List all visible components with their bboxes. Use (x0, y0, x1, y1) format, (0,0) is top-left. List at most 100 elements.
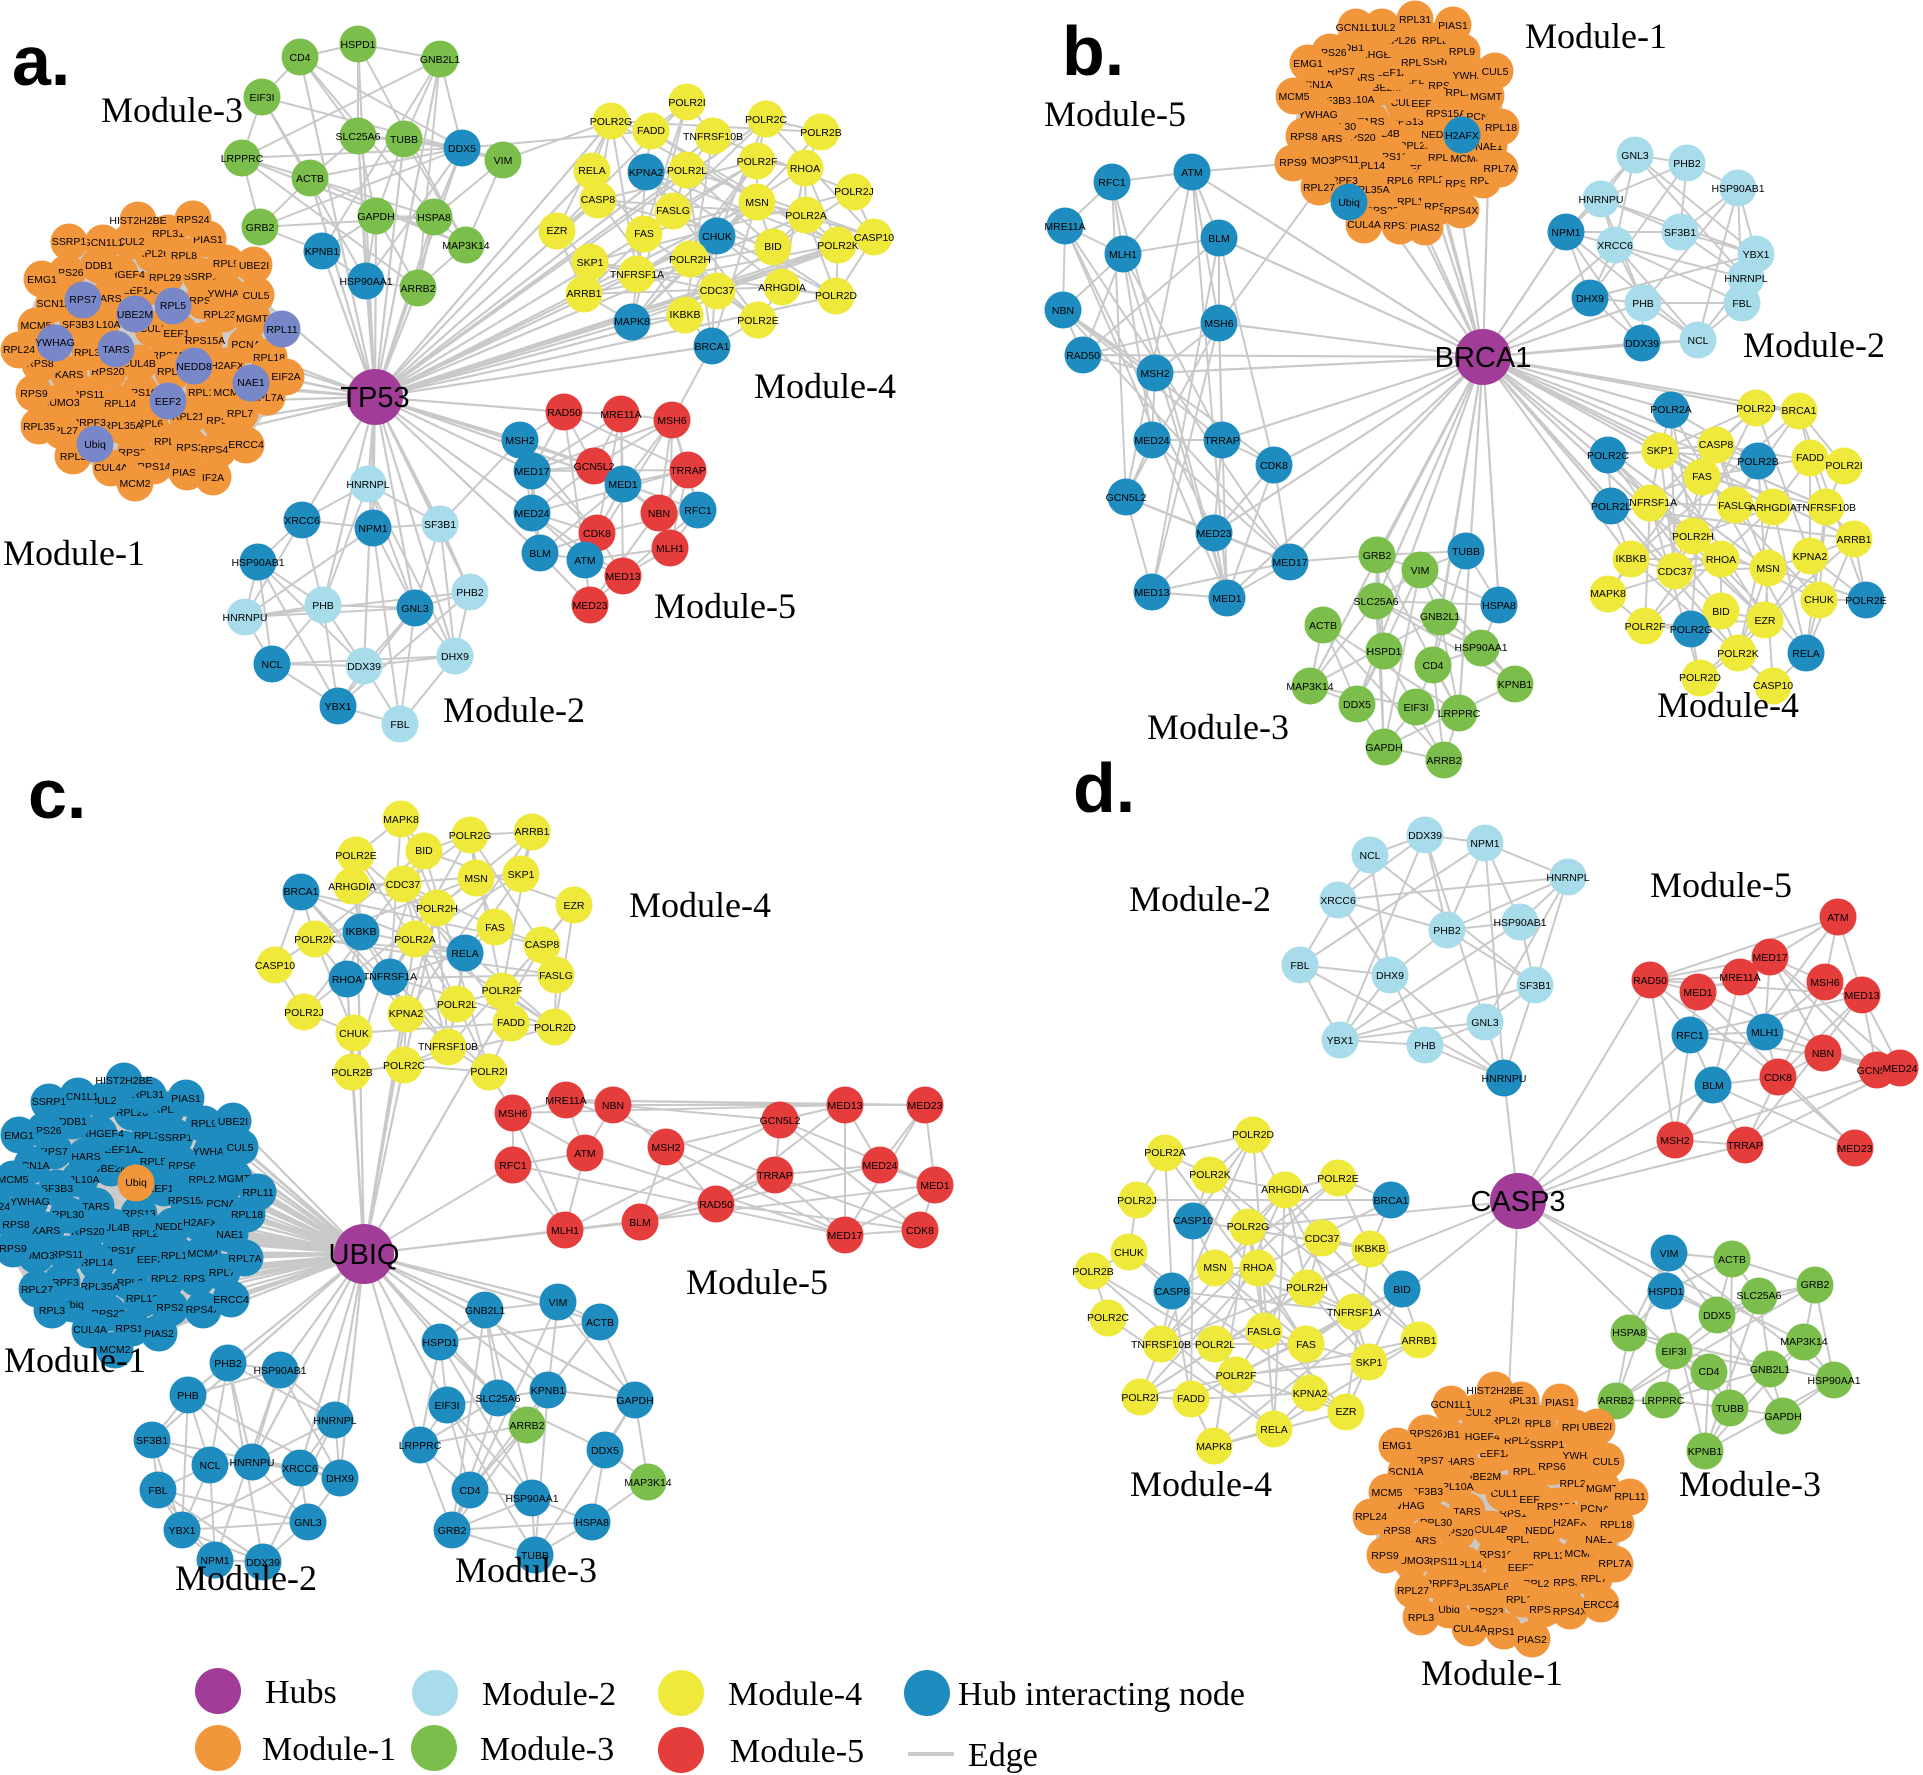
svg-text:RPL7A: RPL7A (1483, 163, 1516, 175)
svg-text:GAPDH: GAPDH (1764, 1411, 1801, 1423)
svg-text:GNB2L1: GNB2L1 (1750, 1364, 1790, 1376)
svg-text:POLR2G: POLR2G (1670, 624, 1713, 636)
svg-text:POLR2K: POLR2K (817, 240, 858, 252)
svg-text:FASLG: FASLG (539, 970, 573, 982)
svg-text:RPS11: RPS11 (72, 389, 105, 401)
svg-text:GRB2: GRB2 (438, 1525, 467, 1537)
svg-text:HNRNPL: HNRNPL (346, 479, 389, 491)
svg-text:PIAS2: PIAS2 (1410, 222, 1440, 234)
svg-text:IKBKB: IKBKB (346, 926, 377, 938)
svg-text:MED23: MED23 (572, 600, 607, 612)
svg-text:Module-2: Module-2 (1743, 325, 1885, 365)
svg-text:DDX5: DDX5 (591, 1445, 619, 1457)
svg-text:RPS9: RPS9 (20, 388, 48, 400)
svg-text:MAPK8: MAPK8 (614, 316, 650, 328)
svg-text:RPS14: RPS14 (1487, 1626, 1520, 1638)
svg-text:RPL9: RPL9 (213, 258, 239, 270)
svg-text:SKP1: SKP1 (1356, 1357, 1383, 1369)
svg-text:BLM: BLM (529, 548, 551, 560)
svg-text:MSN: MSN (464, 873, 487, 885)
svg-text:PRPF3: PRPF3 (1425, 1578, 1459, 1590)
svg-text:POLR2G: POLR2G (590, 116, 633, 128)
svg-text:CUL2: CUL2 (1369, 22, 1396, 34)
svg-text:RPL8: RPL8 (1525, 1418, 1551, 1430)
svg-text:RPL24: RPL24 (1355, 1511, 1387, 1523)
svg-text:POLR2E: POLR2E (737, 315, 778, 327)
svg-text:MSH2: MSH2 (1140, 368, 1169, 380)
svg-text:SF3B1: SF3B1 (1664, 227, 1696, 239)
svg-text:CHUK: CHUK (1804, 594, 1834, 606)
svg-text:RPL31: RPL31 (132, 1089, 164, 1101)
svg-text:CDK8: CDK8 (1260, 460, 1288, 472)
svg-text:NAE1: NAE1 (237, 377, 265, 389)
svg-text:RFC1: RFC1 (499, 1160, 527, 1172)
svg-text:BRCA1: BRCA1 (283, 886, 318, 898)
svg-text:RPS11: RPS11 (51, 1249, 84, 1261)
svg-text:MAP3K14: MAP3K14 (1780, 1336, 1827, 1348)
svg-text:POLR2H: POLR2H (669, 254, 711, 266)
svg-text:MED13: MED13 (605, 571, 640, 583)
svg-text:HNRNPL: HNRNPL (1546, 872, 1589, 884)
svg-text:EEF2: EEF2 (155, 396, 181, 408)
svg-text:MRE11A: MRE11A (1719, 972, 1760, 984)
svg-text:MSN: MSN (1756, 563, 1779, 575)
svg-text:Module-5: Module-5 (1044, 94, 1186, 134)
svg-text:RPL35A: RPL35A (1451, 1582, 1490, 1594)
svg-text:ACTB: ACTB (296, 173, 324, 185)
svg-text:Module-2: Module-2 (443, 690, 585, 730)
svg-text:POLR2D: POLR2D (815, 290, 857, 302)
svg-text:MCM4: MCM4 (188, 1248, 219, 1260)
svg-text:CASP10: CASP10 (1173, 1215, 1213, 1227)
svg-text:POLR2J: POLR2J (1117, 1195, 1157, 1207)
svg-text:POLR2I: POLR2I (1825, 460, 1862, 472)
svg-text:CUL5: CUL5 (243, 290, 270, 302)
svg-text:FASLG: FASLG (1718, 500, 1752, 512)
svg-text:RPL6: RPL6 (1483, 1581, 1509, 1593)
svg-text:NCL: NCL (261, 659, 282, 671)
svg-text:HSPD1: HSPD1 (1648, 1286, 1683, 1298)
svg-text:RPL35A: RPL35A (80, 1281, 119, 1293)
svg-text:Module-3: Module-3 (101, 90, 243, 130)
svg-text:RPL6: RPL6 (1387, 175, 1413, 187)
svg-text:BRCA1: BRCA1 (1781, 405, 1816, 417)
svg-text:Module-3: Module-3 (1679, 1464, 1821, 1504)
svg-text:DDX5: DDX5 (1343, 699, 1371, 711)
svg-text:SLC25A6: SLC25A6 (1737, 1290, 1782, 1302)
svg-text:HNRNPL: HNRNPL (313, 1415, 356, 1427)
svg-text:NPM1: NPM1 (358, 523, 387, 535)
svg-text:MED24: MED24 (1134, 435, 1169, 447)
svg-text:POLR2G: POLR2G (449, 830, 492, 842)
svg-text:BID: BID (415, 845, 433, 857)
svg-text:POLR2A: POLR2A (1144, 1147, 1185, 1159)
svg-text:CASP8: CASP8 (525, 939, 560, 951)
svg-text:ACTB: ACTB (1718, 1254, 1746, 1266)
svg-text:POLR2F: POLR2F (1216, 1370, 1257, 1382)
svg-text:NCL: NCL (1687, 335, 1708, 347)
svg-text:POLR2H: POLR2H (1286, 1282, 1328, 1294)
svg-text:CASP10: CASP10 (255, 960, 295, 972)
svg-text:PIAS1: PIAS1 (171, 1093, 201, 1105)
svg-text:HSP90AB1: HSP90AB1 (1711, 183, 1764, 195)
svg-text:POLR2C: POLR2C (745, 114, 787, 126)
svg-text:Ubiq: Ubiq (1338, 197, 1360, 209)
svg-text:NBN: NBN (602, 1100, 624, 1112)
svg-text:TNFRSF1A: TNFRSF1A (1327, 1307, 1381, 1319)
svg-text:PCNA: PCNA (206, 1198, 235, 1210)
svg-text:POLR2J: POLR2J (284, 1007, 324, 1019)
svg-text:SSRP1: SSRP1 (1530, 1439, 1565, 1451)
svg-text:ARRB2: ARRB2 (400, 283, 435, 295)
svg-text:POLR2B: POLR2B (1072, 1266, 1113, 1278)
svg-text:RPL18: RPL18 (231, 1209, 263, 1221)
svg-text:POLR2H: POLR2H (1672, 531, 1714, 543)
svg-text:CASP10: CASP10 (854, 232, 894, 244)
svg-text:RPS15A: RPS15A (185, 335, 225, 347)
svg-text:MSH2: MSH2 (651, 1142, 680, 1154)
svg-text:RPL14: RPL14 (104, 398, 136, 410)
svg-text:NEDD8: NEDD8 (176, 361, 212, 373)
svg-text:ATM: ATM (1181, 167, 1202, 179)
svg-text:GRB2: GRB2 (246, 222, 275, 234)
svg-text:NBN: NBN (1052, 305, 1074, 317)
svg-text:GCN1L1: GCN1L1 (83, 237, 124, 249)
svg-text:FADD: FADD (1796, 452, 1824, 464)
svg-text:HSP90AA1: HSP90AA1 (339, 276, 392, 288)
